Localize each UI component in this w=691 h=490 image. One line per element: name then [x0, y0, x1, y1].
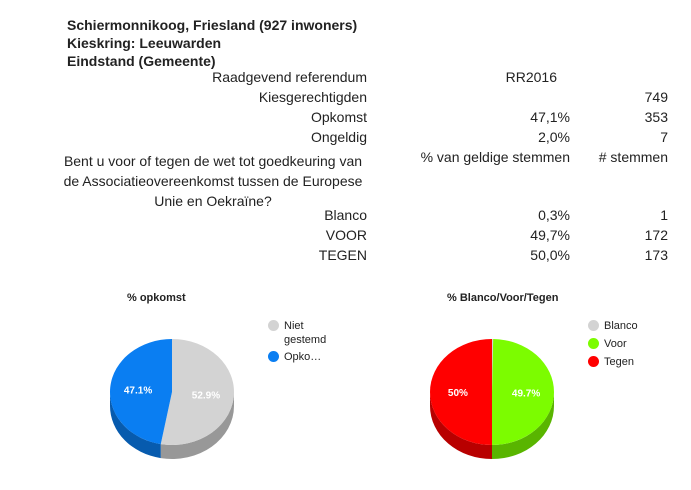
legend-swatch-tegen: [588, 356, 599, 367]
pie-side-1-1: [492, 392, 554, 459]
municipality-title: Schiermonnikoog, Friesland (927 inwoners…: [67, 17, 358, 33]
legend-label-niet-gestemd: Niet gestemd: [284, 320, 327, 346]
pie-slice-0-1: [110, 339, 172, 445]
voor-count: 172: [644, 227, 668, 243]
voor-label: VOOR: [325, 227, 367, 243]
tegen-pct: 50,0%: [530, 247, 570, 263]
referendum-question: Bent u voor of tegen de wet tot goedkeur…: [63, 153, 363, 209]
kiesgerechtigden-count: 749: [644, 89, 668, 105]
eindstand-label: Eindstand (Gemeente): [67, 53, 216, 69]
referendum-label: Raadgevend referendum: [212, 69, 367, 85]
kieskring-label: Kieskring: Leeuwarden: [67, 35, 222, 51]
opkomst-pie-chart: 52.9% 47.1%: [110, 339, 234, 459]
pie-label-1-2: 50%: [448, 388, 468, 399]
pie-slice-1-2: [430, 339, 492, 445]
voor-row: VOOR 49,7% 172: [0, 225, 691, 245]
legend-swatch-opkomst: [268, 351, 279, 362]
tegen-count: 173: [644, 247, 668, 263]
ongeldig-row: Ongeldig 2,0% 7: [0, 127, 691, 147]
legend-swatch-niet-gestemd: [268, 320, 279, 331]
pct-column-header: % van geldige stemmen: [420, 149, 570, 165]
pie-side-0-0: [160, 392, 234, 459]
legend-swatch-blanco: [588, 320, 599, 331]
stemmen-chart-title: % Blanco/Voor/Tegen: [447, 292, 559, 304]
column-headers-row: % van geldige stemmen # stemmen: [0, 147, 691, 167]
opkomst-label: Opkomst: [310, 109, 367, 125]
count-column-header: # stemmen: [598, 149, 668, 165]
referendum-row: Raadgevend referendum RR2016: [0, 67, 691, 87]
legend-label-opkomst: Opko…: [284, 351, 322, 363]
blanco-row: Blanco 0,3% 1: [0, 205, 691, 225]
legend-blanco: Blanco: [588, 319, 638, 333]
pie-side-1-2: [430, 392, 492, 459]
tegen-row: TEGEN 50,0% 173: [0, 245, 691, 265]
pie-label-0-0: 52.9%: [192, 391, 220, 402]
opkomst-count: 353: [644, 109, 668, 125]
legend-label-voor: Voor: [604, 338, 627, 350]
pie-slice-1-0: [492, 339, 494, 392]
blanco-pct: 0,3%: [538, 207, 570, 223]
legend-opkomst: Opko…: [268, 350, 321, 364]
pie-label-0-1: 47.1%: [124, 385, 152, 396]
opkomst-pct: 47,1%: [530, 109, 570, 125]
blanco-count: 1: [660, 207, 668, 223]
referendum-code: RR2016: [505, 69, 557, 85]
legend-niet-gestemd: Niet gestemd: [268, 319, 338, 347]
pie-side-0-1: [110, 392, 161, 459]
pie-slice-0-0: [160, 339, 234, 445]
pie-slice-1-1: [492, 339, 555, 445]
ongeldig-label: Ongeldig: [310, 129, 367, 145]
legend-voor: Voor: [588, 337, 627, 351]
voor-pct: 49,7%: [530, 227, 570, 243]
blanco-label: Blanco: [324, 207, 367, 223]
kiesgerechtigden-label: Kiesgerechtigden: [258, 89, 367, 105]
legend-swatch-voor: [588, 338, 599, 349]
ongeldig-count: 7: [660, 129, 668, 145]
stemmen-pie-chart: 49.7% 50%: [430, 339, 555, 459]
tegen-label: TEGEN: [318, 247, 367, 263]
pie-label-1-1: 49.7%: [512, 388, 540, 399]
legend-label-tegen: Tegen: [604, 356, 634, 368]
opkomst-row: Opkomst 47,1% 353: [0, 107, 691, 127]
kiesgerechtigden-row: Kiesgerechtigden 749: [0, 87, 691, 107]
legend-tegen: Tegen: [588, 355, 634, 369]
legend-label-blanco: Blanco: [604, 320, 638, 332]
opkomst-chart-title: % opkomst: [127, 292, 186, 304]
ongeldig-pct: 2,0%: [538, 129, 570, 145]
